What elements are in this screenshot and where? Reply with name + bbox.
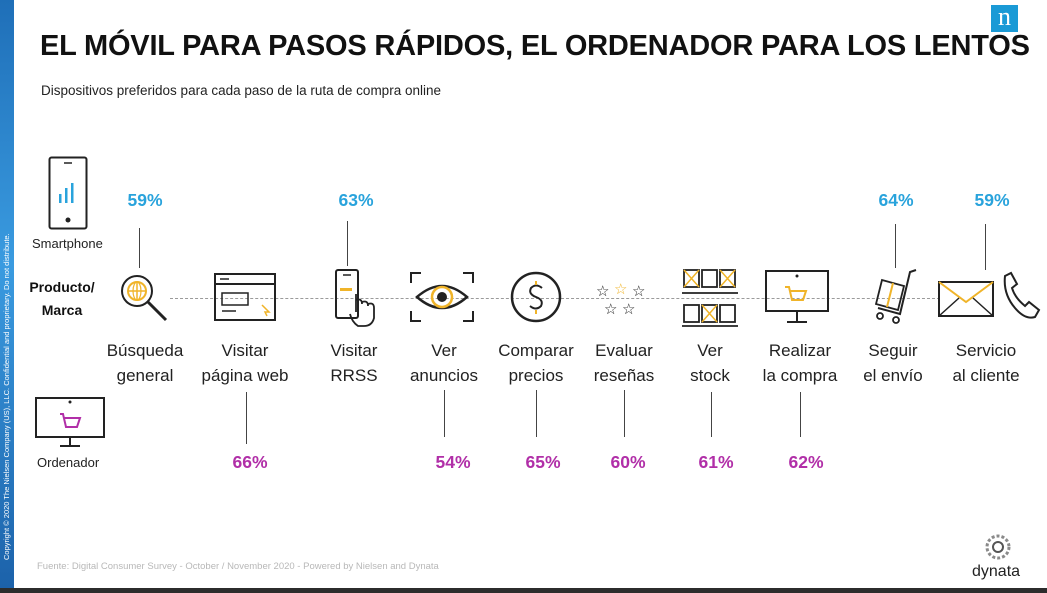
row-label-producto-marca: Producto/ Marca [29, 279, 95, 318]
side-stripe [0, 0, 14, 588]
pct-ordenador-precios: 65% [525, 452, 561, 472]
smartphone-label: Smartphone [32, 236, 103, 251]
connector-rrss [347, 221, 348, 266]
pct-ordenador-stock: 61% [698, 452, 734, 472]
dynata-logo-icon [985, 534, 1011, 560]
pct-ordenador-pagina-web: 66% [232, 452, 268, 472]
step-ver-stock: Ver stock [690, 341, 730, 385]
pct-ordenador-anuncios: 54% [435, 452, 471, 472]
svg-text:☆: ☆ [614, 280, 627, 298]
mail-phone-icon [938, 271, 1041, 319]
svg-text:☆: ☆ [632, 282, 645, 300]
source-note: Fuente: Digital Consumer Survey - Octobe… [37, 561, 439, 572]
computer-label: Ordenador [37, 455, 100, 470]
step-visitar-rrss: Visitar RRSS [330, 341, 378, 385]
step-visitar-pagina-web: Visitar página web [201, 341, 289, 385]
journey-dotted-line [170, 298, 940, 299]
pct-ordenador-resenas: 60% [610, 452, 646, 472]
dollar-coin-icon [510, 271, 562, 323]
page-subtitle: Dispositivos preferidos para cada paso d… [41, 83, 441, 98]
pct-smartphone-busqueda: 59% [127, 190, 163, 210]
browser-window-icon [214, 273, 276, 321]
step-busqueda-general: Búsqueda general [106, 341, 184, 385]
magnifier-globe-icon [121, 275, 168, 322]
connector-envio [895, 224, 896, 268]
smartphone-icon [48, 156, 88, 230]
page-title: EL MÓVIL PARA PASOS RÁPIDOS, EL ORDENADO… [40, 30, 1030, 62]
svg-text:☆: ☆ [604, 300, 617, 316]
pct-ordenador-compra: 62% [788, 452, 824, 472]
boxes-icon [682, 269, 738, 327]
connector-servicio [985, 224, 986, 270]
connector-stock [711, 392, 712, 437]
connector-precios [536, 390, 537, 437]
step-comparar-precios: Comparar precios [498, 341, 574, 385]
step-ver-anuncios: Ver anuncios [409, 341, 479, 385]
connector-resenas [624, 390, 625, 437]
nielsen-logo: n [991, 4, 1018, 32]
eye-icon [410, 272, 474, 322]
connector-busqueda [139, 228, 140, 268]
step-evaluar-resenas: Evaluar reseñas [593, 341, 655, 385]
connector-anuncios [444, 390, 445, 437]
step-servicio-cliente: Servicio al cliente [952, 341, 1020, 385]
computer-icon [35, 397, 105, 447]
bottom-border [0, 588, 1047, 593]
phone-tap-icon [335, 269, 375, 327]
monitor-cart-icon [765, 270, 829, 323]
svg-text:☆: ☆ [596, 282, 609, 300]
svg-text:☆: ☆ [622, 300, 635, 316]
connector-compra [800, 392, 801, 437]
dynata-wordmark: dynata [972, 563, 1021, 580]
step-realizar-compra: Realizar la compra [762, 341, 838, 385]
pct-smartphone-rrss: 63% [338, 190, 374, 210]
connector-pagina-web [246, 392, 247, 444]
pct-smartphone-servicio: 59% [974, 190, 1010, 210]
copyright-notice: Copyright © 2020 The Nielsen Company (US… [2, 233, 11, 560]
hand-truck-icon [874, 269, 917, 324]
pct-smartphone-envio: 64% [878, 190, 914, 210]
stars-icon: ☆ ☆ ☆ ☆ ☆ [596, 280, 645, 316]
step-seguir-envio: Seguir el envío [863, 341, 923, 385]
